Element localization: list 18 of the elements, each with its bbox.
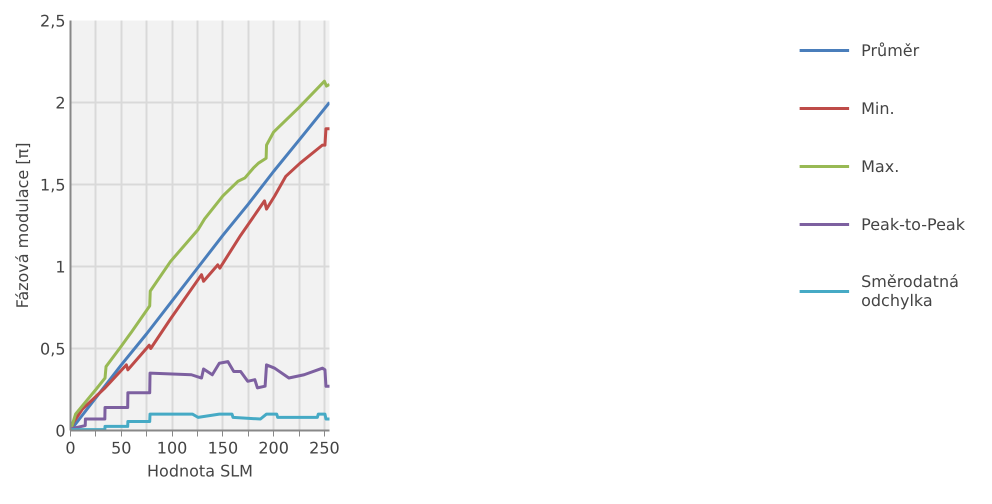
legend-label: Průměr <box>861 40 920 60</box>
x-tick-label: 100 <box>156 438 188 458</box>
y-tick-label: 1,5 <box>40 176 66 194</box>
legend-label: Max. <box>861 156 900 176</box>
y-tick-label: 0 <box>55 422 66 440</box>
x-tick-label: 150 <box>208 438 238 458</box>
y-tick-label: 2,5 <box>40 12 66 30</box>
x-tick-label: 250 <box>309 438 340 458</box>
y-axis-title: Fázová modulace [π] <box>13 142 32 308</box>
y-tick-label: 0,5 <box>40 340 66 358</box>
y-tick-label: 2 <box>55 94 66 112</box>
legend-label: Peak-to-Peak <box>861 214 965 234</box>
legend-label: Min. <box>861 98 895 118</box>
x-axis-title: Hodnota SLM <box>147 462 253 480</box>
x-tick-label: 50 <box>111 438 132 458</box>
legend-label: Směrodatná odchylka <box>861 272 959 310</box>
x-tick-label: 200 <box>258 438 289 458</box>
y-tick-label: 1 <box>55 258 66 276</box>
